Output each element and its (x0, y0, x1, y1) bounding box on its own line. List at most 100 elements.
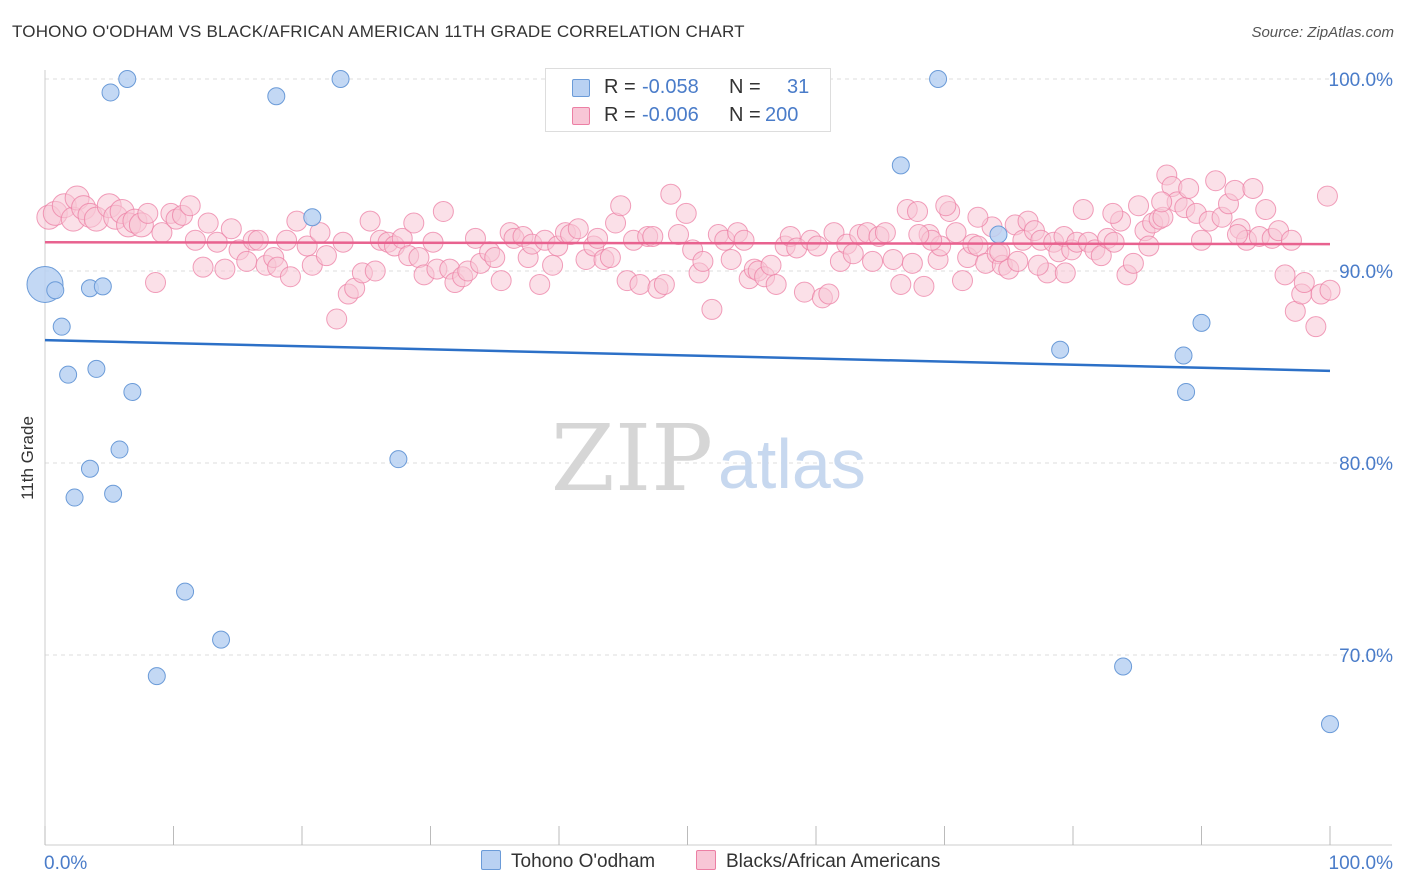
legend-r-label: R = (604, 104, 636, 126)
data-point-blacks (1054, 262, 1076, 284)
data-point-tohono (46, 281, 65, 300)
legend-n-label: N = (729, 76, 761, 98)
data-point-tohono (389, 450, 408, 469)
data-point-blacks (1138, 235, 1160, 257)
data-point-blacks (1274, 264, 1296, 286)
data-point-blacks (1007, 250, 1029, 272)
trend-lines (44, 240, 1331, 373)
data-point-blacks (567, 218, 589, 240)
series-blacks-points (36, 164, 1341, 338)
data-point-blacks (1128, 195, 1150, 217)
legend-row-tohono: R = -0.058 N = 31 (546, 73, 830, 101)
data-point-blacks (913, 275, 935, 297)
data-point-blacks (484, 247, 506, 269)
legend-r-label: R = (604, 76, 636, 98)
data-point-tohono (1192, 313, 1211, 332)
data-point-blacks (862, 250, 884, 272)
data-point-blacks (145, 272, 167, 294)
legend-r-value: -0.058 (642, 76, 699, 98)
data-point-blacks (1191, 229, 1212, 251)
data-point-blacks (279, 266, 301, 288)
data-point-blacks (967, 235, 989, 257)
trend-line-tohono (44, 338, 1331, 373)
data-point-tohono (891, 156, 910, 175)
data-point-blacks (364, 260, 386, 282)
data-point-blacks (720, 248, 742, 270)
data-point-blacks (733, 229, 755, 251)
data-point-tohono (59, 365, 78, 384)
data-point-blacks (1305, 316, 1327, 338)
data-point-blacks (629, 273, 651, 295)
data-point-blacks (220, 218, 242, 240)
data-point-blacks (599, 247, 621, 269)
data-point-blacks (490, 270, 512, 292)
data-point-tohono (147, 667, 166, 686)
data-point-blacks (1226, 224, 1248, 246)
legend-n-value: 200 (765, 104, 799, 126)
data-point-tohono (1321, 715, 1339, 734)
data-point-blacks (818, 283, 840, 305)
data-point-blacks (908, 224, 930, 246)
data-point-blacks (1280, 229, 1302, 251)
data-point-tohono (104, 484, 123, 503)
chart-title: TOHONO O'ODHAM VS BLACK/AFRICAN AMERICAN… (12, 22, 745, 41)
data-point-blacks (806, 235, 828, 257)
data-point-tohono (110, 440, 129, 459)
y-tick-label: 100.0% (1329, 70, 1394, 91)
source-label: Source: ZipAtlas.com (1251, 24, 1394, 41)
data-point-blacks (179, 195, 201, 217)
data-point-tohono (929, 70, 948, 88)
data-point-blacks (1319, 279, 1341, 301)
data-point-blacks (1242, 177, 1264, 199)
data-point-tohono (87, 359, 106, 378)
x-tick-label: 0.0% (44, 853, 87, 874)
data-point-tohono (989, 225, 1008, 244)
data-point-blacks (642, 225, 664, 247)
legend: R = -0.058 N = 31 R = -0.006 N = 200 (545, 68, 831, 132)
data-point-tohono (1114, 657, 1133, 676)
data-point-blacks (874, 222, 896, 244)
axes (44, 70, 1392, 846)
data-point-tohono (118, 70, 137, 88)
x-tick-label: 100.0% (1329, 853, 1394, 874)
data-point-tohono (93, 277, 112, 296)
data-point-blacks (951, 270, 973, 292)
data-point-tohono (212, 630, 231, 649)
legend-n-label: N = (729, 104, 761, 126)
legend-swatch-pink (572, 107, 590, 125)
data-point-blacks (675, 202, 697, 224)
data-point-tohono (65, 488, 84, 507)
data-point-blacks (542, 254, 564, 276)
data-point-blacks (1103, 231, 1125, 253)
data-point-blacks (701, 298, 723, 320)
legend-swatch-blue (572, 79, 590, 97)
data-point-blacks (660, 183, 682, 205)
y-axis-label: 11th Grade (18, 416, 37, 500)
data-point-tohono (80, 459, 99, 478)
data-point-tohono (303, 208, 322, 227)
data-point-blacks (236, 250, 258, 272)
data-point-blacks (403, 212, 425, 234)
data-point-tohono (1051, 340, 1070, 359)
data-point-blacks (1102, 202, 1124, 224)
data-point-blacks (315, 245, 337, 267)
bottom-legend-blacks: Blacks/African Americans (696, 850, 940, 878)
data-point-blacks (765, 273, 787, 295)
data-point-blacks (668, 224, 690, 246)
data-point-tohono (52, 317, 71, 336)
watermark-zip: ZIP (551, 405, 713, 512)
data-point-tohono (1177, 382, 1196, 401)
data-point-blacks (1316, 185, 1338, 207)
data-point-blacks (760, 254, 782, 276)
data-point-blacks (653, 273, 675, 295)
y-tick-labels: 70.0% 80.0% 90.0% 100.0% (1329, 70, 1394, 667)
data-point-blacks (1224, 179, 1246, 201)
data-point-blacks (247, 229, 269, 251)
y-tick-label: 70.0% (1339, 646, 1393, 667)
data-point-blacks (1293, 272, 1315, 294)
bottom-legend-label: Tohono O'odham (511, 851, 656, 872)
data-point-tohono (267, 87, 286, 106)
data-point-blacks (197, 212, 219, 234)
data-point-blacks (1027, 254, 1049, 276)
